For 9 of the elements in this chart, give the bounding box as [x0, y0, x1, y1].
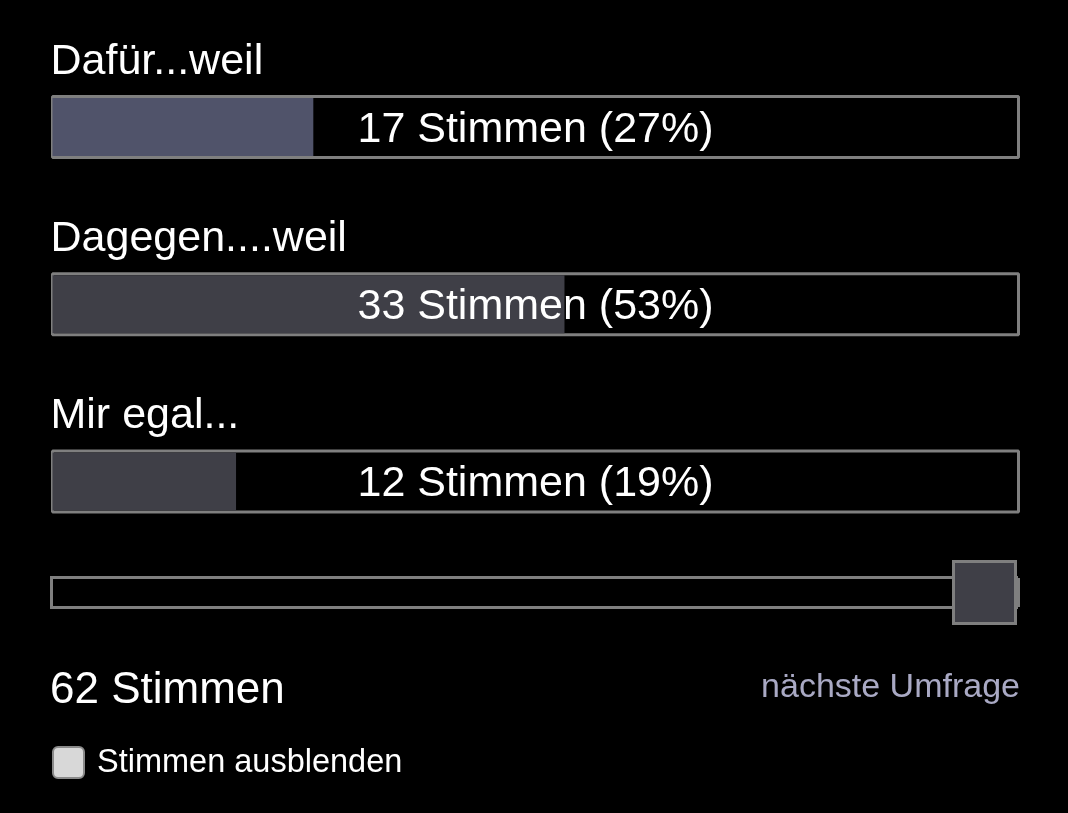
text: Stimmen ausblenden [97, 743, 403, 779]
data-label: 33 Stimmen (53%) [357, 279, 714, 328]
y-tick-label: Dafür...weil [50, 34, 264, 83]
y-tick-label: Mir egal... [50, 389, 240, 438]
data-label: 12 Stimmen (19%) [357, 457, 714, 506]
text: 62 Stimmen [50, 663, 285, 712]
text: nächste Umfrage [761, 666, 1020, 704]
data-label: 17 Stimmen (27%) [357, 102, 714, 151]
y-tick-label: Dagegen....weil [50, 211, 347, 260]
